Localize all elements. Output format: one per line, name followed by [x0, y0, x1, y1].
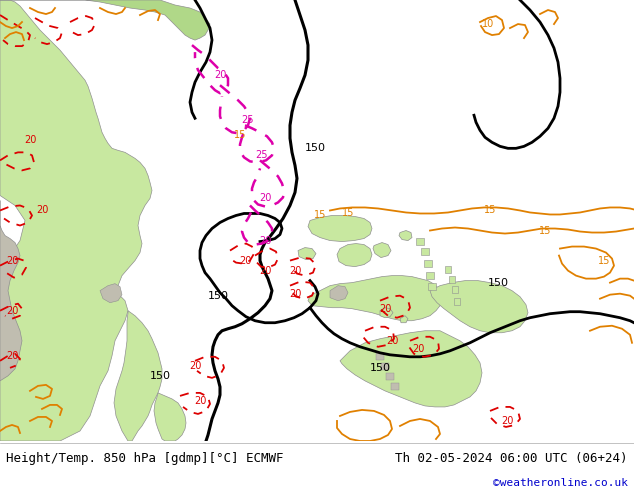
- Polygon shape: [373, 243, 391, 258]
- Polygon shape: [430, 281, 528, 333]
- Polygon shape: [426, 271, 434, 279]
- Polygon shape: [445, 266, 451, 272]
- Text: 25: 25: [242, 115, 254, 125]
- Text: 20: 20: [501, 416, 513, 426]
- Text: 20: 20: [378, 304, 391, 314]
- Polygon shape: [381, 363, 389, 370]
- Polygon shape: [391, 383, 399, 390]
- Text: 20: 20: [386, 336, 398, 346]
- Text: 20: 20: [289, 266, 301, 275]
- Polygon shape: [308, 275, 442, 321]
- Text: Height/Temp. 850 hPa [gdmp][°C] ECMWF: Height/Temp. 850 hPa [gdmp][°C] ECMWF: [6, 452, 284, 465]
- Text: 15: 15: [484, 205, 496, 216]
- Text: 20: 20: [6, 256, 18, 266]
- Text: 20: 20: [214, 70, 226, 80]
- Polygon shape: [298, 247, 316, 260]
- Text: 15: 15: [314, 211, 326, 220]
- Polygon shape: [0, 0, 210, 40]
- Text: 150: 150: [207, 291, 228, 301]
- Polygon shape: [421, 247, 429, 255]
- Polygon shape: [0, 200, 22, 381]
- Polygon shape: [400, 316, 408, 323]
- Polygon shape: [380, 308, 393, 318]
- Polygon shape: [386, 373, 394, 380]
- Text: 15: 15: [539, 225, 551, 236]
- Text: 15: 15: [234, 130, 246, 140]
- Text: 150: 150: [488, 278, 508, 288]
- Polygon shape: [337, 244, 372, 267]
- Polygon shape: [424, 260, 432, 267]
- Polygon shape: [416, 238, 424, 245]
- Text: 15: 15: [342, 208, 354, 219]
- Text: ©weatheronline.co.uk: ©weatheronline.co.uk: [493, 478, 628, 488]
- Text: 150: 150: [304, 144, 325, 153]
- Text: 20: 20: [259, 266, 271, 275]
- Text: 20: 20: [6, 351, 18, 361]
- Text: Th 02-05-2024 06:00 UTC (06+24): Th 02-05-2024 06:00 UTC (06+24): [395, 452, 628, 465]
- Polygon shape: [100, 284, 122, 303]
- Text: 20: 20: [36, 205, 48, 216]
- Text: 20: 20: [259, 236, 271, 245]
- Text: 150: 150: [370, 363, 391, 373]
- Polygon shape: [0, 0, 152, 441]
- Text: 20: 20: [24, 135, 36, 146]
- Polygon shape: [308, 216, 372, 242]
- Polygon shape: [428, 283, 436, 290]
- Text: 20: 20: [412, 344, 424, 354]
- Polygon shape: [114, 311, 162, 441]
- Polygon shape: [330, 286, 348, 301]
- Text: 20: 20: [194, 396, 206, 406]
- Text: 25: 25: [256, 150, 268, 160]
- Polygon shape: [340, 331, 482, 407]
- Polygon shape: [452, 286, 458, 293]
- Text: 20: 20: [189, 361, 201, 371]
- Polygon shape: [376, 353, 384, 360]
- Polygon shape: [454, 298, 460, 305]
- Text: 20: 20: [259, 194, 271, 203]
- Polygon shape: [449, 275, 455, 283]
- Text: 20: 20: [289, 289, 301, 299]
- Polygon shape: [154, 393, 186, 441]
- Text: 10: 10: [482, 19, 494, 29]
- Text: 15: 15: [598, 256, 610, 266]
- Text: 20: 20: [6, 306, 18, 316]
- Polygon shape: [399, 230, 412, 241]
- Text: 20: 20: [239, 256, 251, 266]
- Text: 150: 150: [150, 371, 171, 381]
